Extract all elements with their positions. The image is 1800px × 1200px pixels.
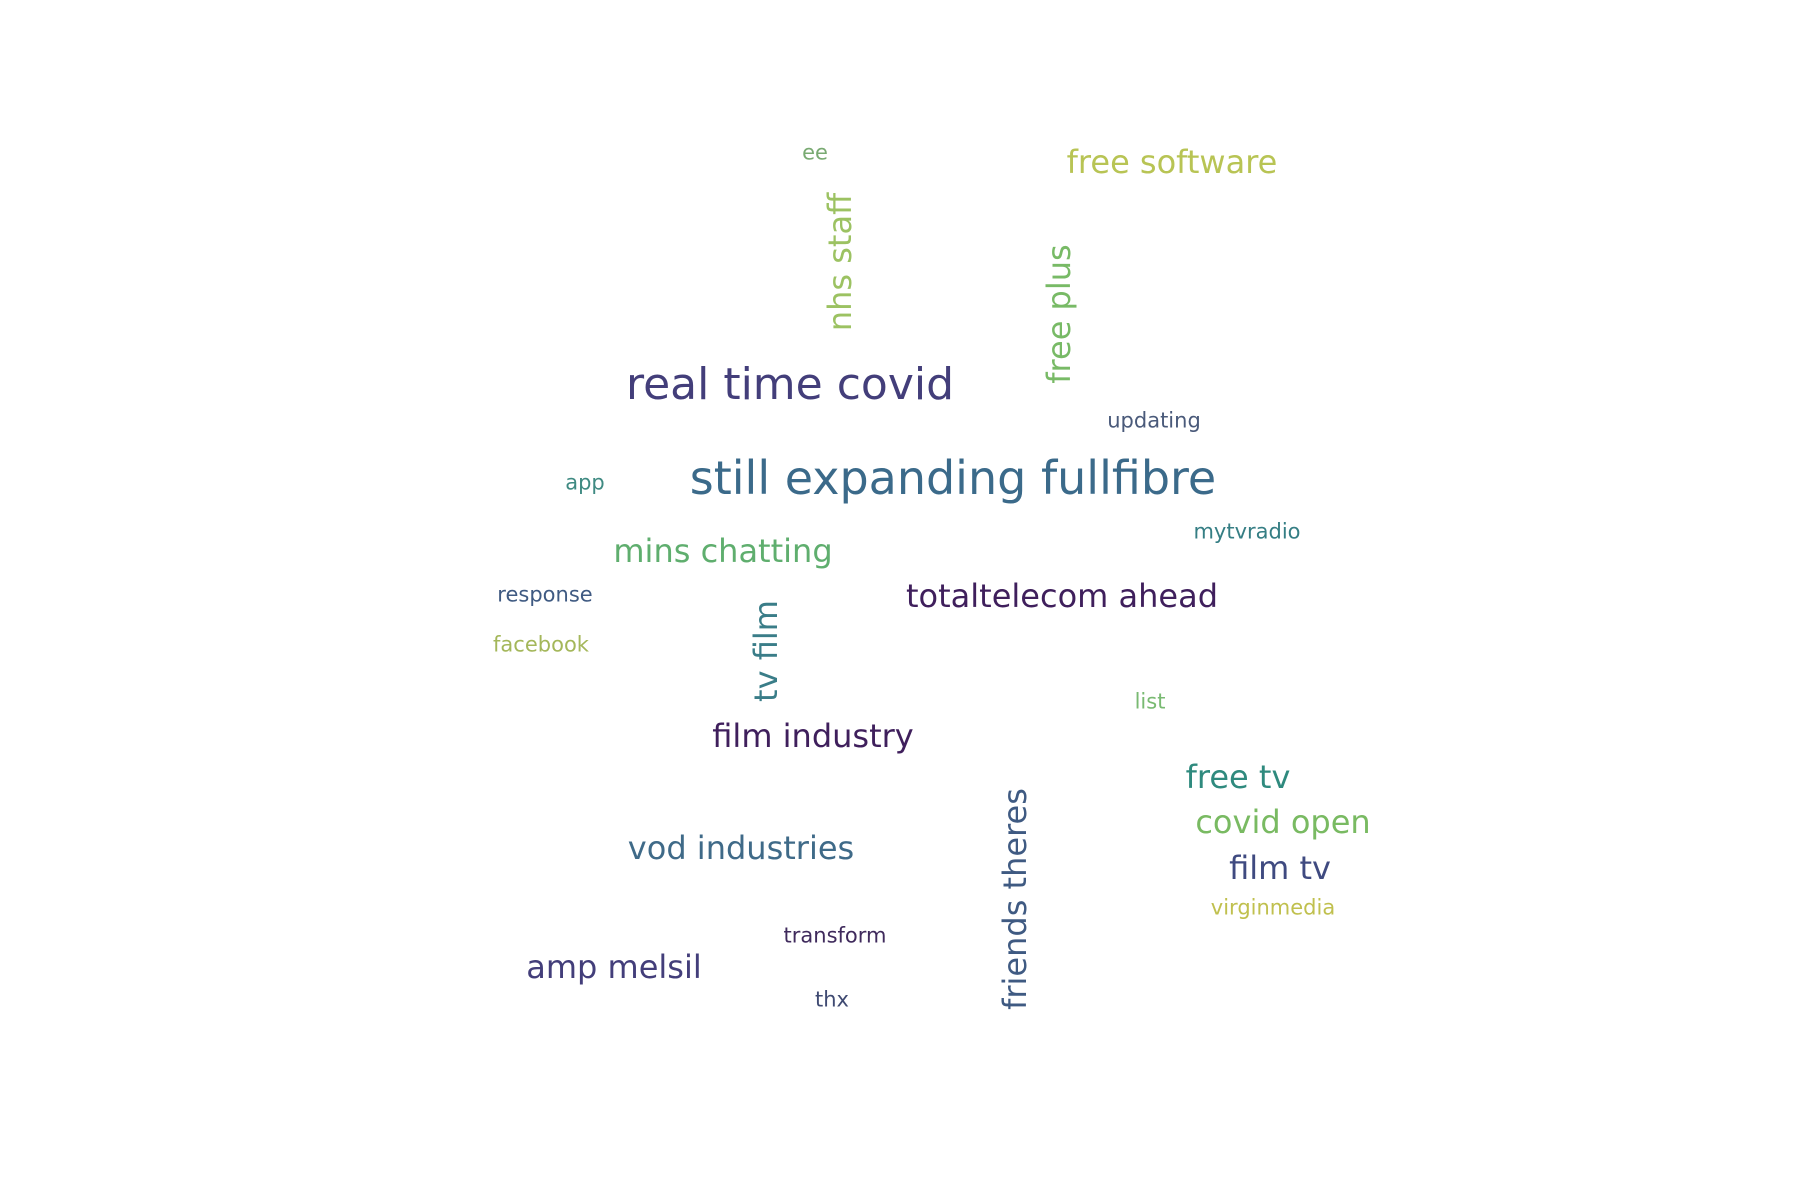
word-cloud-word: amp melsil (526, 948, 702, 986)
word-cloud-word: free plus (1040, 244, 1078, 384)
word-cloud-word: thx (815, 987, 849, 1012)
word-cloud-word: film industry (712, 717, 914, 755)
word-cloud-word: real time covid (625, 359, 955, 410)
word-cloud-word: film tv (1229, 849, 1331, 887)
word-cloud-word: app (565, 470, 605, 495)
word-cloud-word: vod industries (627, 829, 855, 867)
word-cloud-word: free software (1066, 143, 1278, 181)
word-cloud-word: mins chatting (613, 532, 833, 570)
word-cloud-word: ee (802, 140, 828, 165)
word-cloud-word: updating (1107, 408, 1201, 433)
word-cloud-word: covid open (1195, 803, 1371, 841)
word-cloud-word: virginmedia (1210, 895, 1336, 920)
word-cloud-word: transform (783, 923, 887, 948)
word-cloud-word: still expanding fullfibre (689, 451, 1217, 505)
word-cloud-word: list (1134, 689, 1166, 714)
word-cloud-word: tv film (747, 600, 785, 702)
word-cloud-word: friends theres (996, 788, 1034, 1010)
word-cloud-word: response (497, 582, 593, 607)
word-cloud-word: facebook (493, 632, 589, 657)
word-cloud-word: free tv (1185, 758, 1291, 796)
word-cloud-word: totaltelecom ahead (906, 577, 1218, 615)
word-cloud-word: nhs staff (821, 192, 859, 332)
word-cloud-word: mytvradio (1193, 519, 1301, 544)
